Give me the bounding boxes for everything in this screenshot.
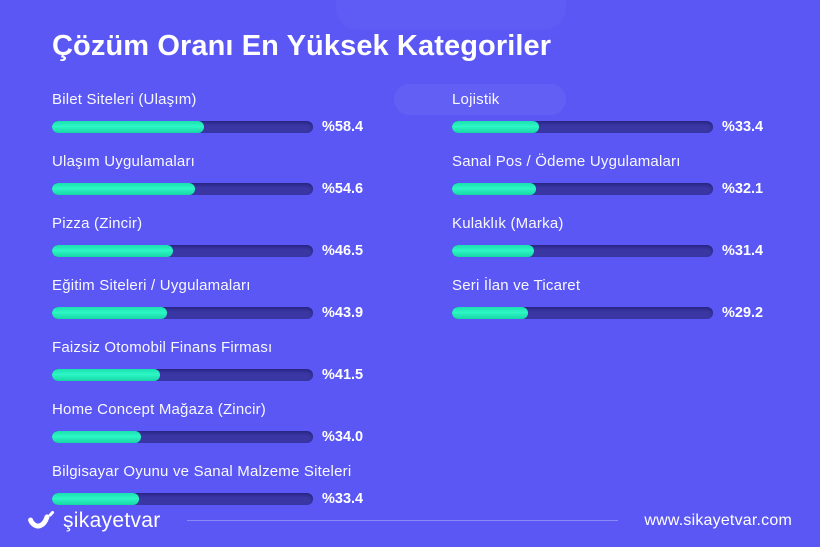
bar-fill <box>52 245 174 257</box>
bar-track <box>52 121 313 133</box>
bar-row: Sanal Pos / Ödeme Uygulamaları %32.1 <box>452 152 768 197</box>
bar-line: %46.5 <box>52 243 368 259</box>
bar-fill <box>52 493 140 505</box>
bar-row: Faizsiz Otomobil Finans Firması %41.5 <box>52 338 368 383</box>
bar-value: %43.9 <box>322 305 364 321</box>
bar-label: Ulaşım Uygulamaları <box>52 153 196 170</box>
bar-track <box>52 245 313 257</box>
bar-row: Seri İlan ve Ticaret %29.2 <box>452 276 768 321</box>
sikayetvar-logo-icon <box>28 511 55 529</box>
bar-line: %54.6 <box>52 181 368 197</box>
page-title: Çözüm Oranı En Yüksek Kategoriler <box>52 30 552 62</box>
bar-row: Ulaşım Uygulamaları %54.6 <box>52 152 368 197</box>
bar-value: %31.4 <box>722 243 764 259</box>
bar-line: %33.4 <box>52 491 368 507</box>
brand: şikayetvar <box>28 510 161 531</box>
bar-label: Bilgisayar Oyunu ve Sanal Malzeme Sitele… <box>52 463 352 480</box>
bar-line: %31.4 <box>452 243 768 259</box>
bar-fill <box>452 183 536 195</box>
bar-track <box>52 369 313 381</box>
bar-value: %41.5 <box>322 367 364 383</box>
bar-value: %58.4 <box>322 119 364 135</box>
bar-track <box>52 183 313 195</box>
bar-line: %58.4 <box>52 119 368 135</box>
bar-row: Lojistik %33.4 <box>452 90 768 135</box>
bar-label: Seri İlan ve Ticaret <box>452 277 581 294</box>
bar-value: %34.0 <box>322 429 364 445</box>
bar-line: %32.1 <box>452 181 768 197</box>
bar-label: Faizsiz Otomobil Finans Firması <box>52 339 273 356</box>
bar-row: Home Concept Mağaza (Zincir) %34.0 <box>52 400 368 445</box>
bar-label: Lojistik <box>452 91 500 108</box>
bar-row: Bilet Siteleri (Ulaşım) %58.4 <box>52 90 368 135</box>
bar-row: Eğitim Siteleri / Uygulamaları %43.9 <box>52 276 368 321</box>
bar-column-left: Bilet Siteleri (Ulaşım) %58.4 Ulaşım Uyg… <box>52 90 368 524</box>
bar-label: Home Concept Mağaza (Zincir) <box>52 401 267 418</box>
bar-track <box>52 431 313 443</box>
website-url: www.sikayetvar.com <box>644 511 792 529</box>
background-highlight-shape <box>336 0 566 30</box>
bar-row: Bilgisayar Oyunu ve Sanal Malzeme Sitele… <box>52 462 368 507</box>
bar-line: %43.9 <box>52 305 368 321</box>
bar-track <box>52 307 313 319</box>
bar-fill <box>52 431 141 443</box>
bar-fill <box>452 245 534 257</box>
bar-value: %32.1 <box>722 181 764 197</box>
footer: şikayetvar www.sikayetvar.com <box>28 510 792 531</box>
bar-fill <box>452 121 540 133</box>
footer-divider <box>186 520 619 521</box>
bar-row: Kulaklık (Marka) %31.4 <box>452 214 768 259</box>
bar-track <box>452 307 713 319</box>
bar-fill <box>52 121 205 133</box>
bar-track <box>452 183 713 195</box>
bar-label: Eğitim Siteleri / Uygulamaları <box>52 277 251 294</box>
bar-fill <box>52 307 167 319</box>
bar-fill <box>52 369 161 381</box>
bar-value: %33.4 <box>322 491 364 507</box>
bar-line: %34.0 <box>52 429 368 445</box>
bar-track <box>452 121 713 133</box>
bar-value: %33.4 <box>722 119 764 135</box>
bar-line: %41.5 <box>52 367 368 383</box>
bar-column-right: Lojistik %33.4 Sanal Pos / Ödeme Uygulam… <box>452 90 768 338</box>
bar-value: %46.5 <box>322 243 364 259</box>
bar-row: Pizza (Zincir) %46.5 <box>52 214 368 259</box>
bar-label: Sanal Pos / Ödeme Uygulamaları <box>452 153 681 170</box>
bar-fill <box>52 183 195 195</box>
bar-value: %54.6 <box>322 181 364 197</box>
bar-track <box>52 493 313 505</box>
bar-label: Bilet Siteleri (Ulaşım) <box>52 91 197 108</box>
bar-line: %29.2 <box>452 305 768 321</box>
bar-track <box>452 245 713 257</box>
bar-line: %33.4 <box>452 119 768 135</box>
bar-fill <box>452 307 529 319</box>
bar-value: %29.2 <box>722 305 764 321</box>
bar-label: Pizza (Zincir) <box>52 215 143 232</box>
brand-name: şikayetvar <box>63 509 161 532</box>
bar-label: Kulaklık (Marka) <box>452 215 564 232</box>
